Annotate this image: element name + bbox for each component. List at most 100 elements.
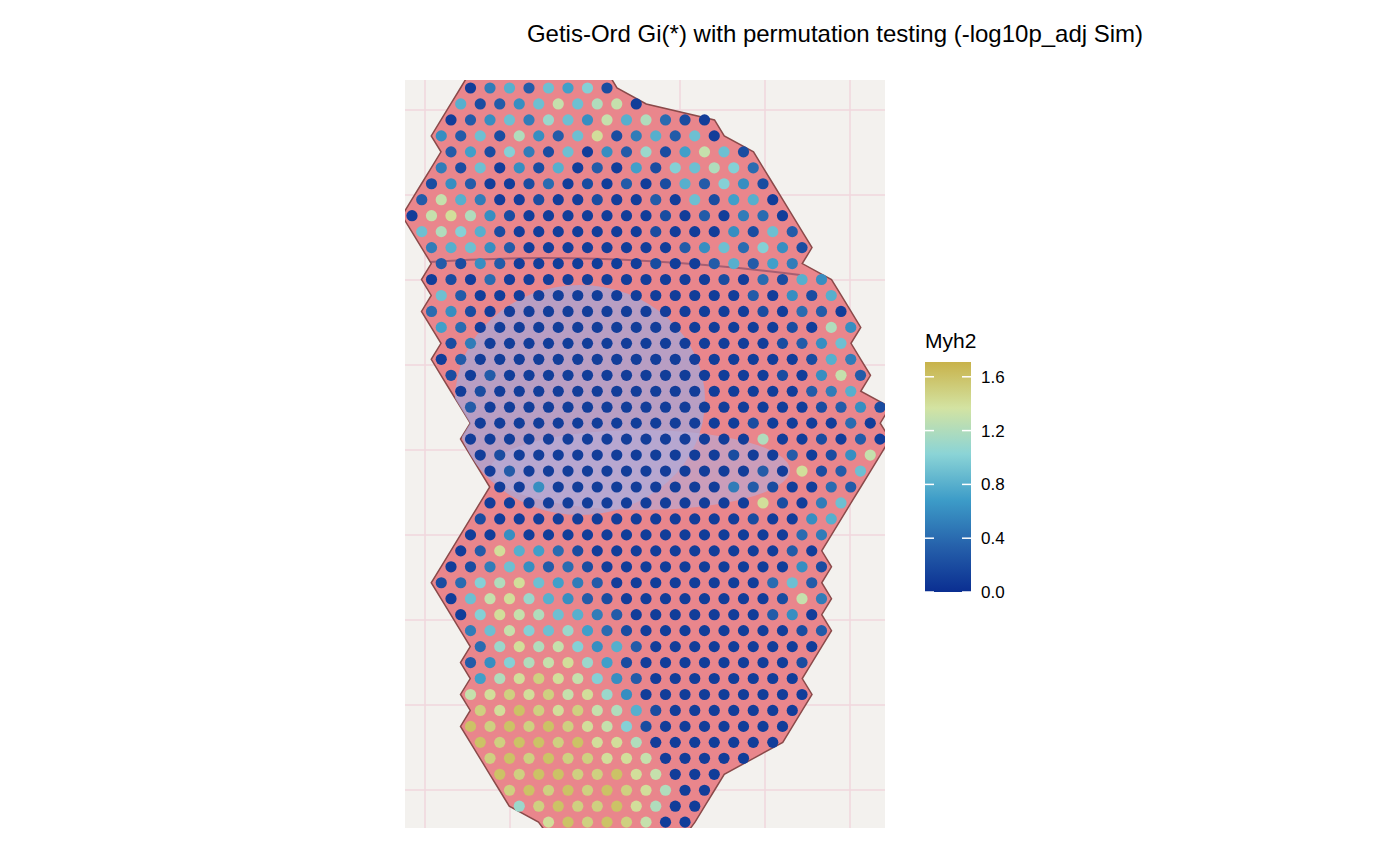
spot bbox=[475, 641, 486, 652]
spot bbox=[543, 657, 554, 668]
spot bbox=[553, 545, 564, 556]
spot bbox=[514, 801, 525, 812]
spot bbox=[543, 178, 554, 189]
spot bbox=[757, 402, 768, 413]
spot bbox=[689, 418, 700, 429]
spot bbox=[631, 226, 642, 237]
spot bbox=[718, 338, 729, 349]
spot bbox=[523, 114, 534, 125]
spot bbox=[767, 705, 778, 716]
spot bbox=[718, 561, 729, 572]
spot bbox=[572, 737, 583, 748]
spot bbox=[592, 801, 603, 812]
spot bbox=[709, 737, 720, 748]
spot bbox=[494, 769, 505, 780]
spot bbox=[562, 785, 573, 796]
spot bbox=[728, 194, 739, 205]
spot bbox=[709, 481, 720, 492]
spot bbox=[484, 593, 495, 604]
spot bbox=[592, 386, 603, 397]
spot bbox=[523, 306, 534, 317]
spot bbox=[523, 529, 534, 540]
spot bbox=[670, 290, 681, 301]
spot bbox=[484, 178, 495, 189]
spot bbox=[787, 258, 798, 269]
spot bbox=[679, 529, 690, 540]
spot bbox=[738, 593, 749, 604]
spot bbox=[806, 290, 817, 301]
spot bbox=[494, 577, 505, 588]
spot bbox=[562, 306, 573, 317]
spot bbox=[826, 290, 837, 301]
spot bbox=[650, 801, 661, 812]
spot bbox=[484, 465, 495, 476]
spot bbox=[689, 162, 700, 173]
spot bbox=[855, 402, 866, 413]
spot bbox=[640, 402, 651, 413]
spot bbox=[523, 625, 534, 636]
spot bbox=[816, 338, 827, 349]
spot bbox=[543, 561, 554, 572]
spot bbox=[757, 338, 768, 349]
spot bbox=[621, 434, 632, 445]
spot bbox=[523, 593, 534, 604]
spot bbox=[611, 418, 622, 429]
spot bbox=[699, 242, 710, 253]
spot bbox=[826, 513, 837, 524]
spot bbox=[484, 753, 495, 764]
spot bbox=[728, 449, 739, 460]
spot bbox=[601, 242, 612, 253]
spot bbox=[562, 146, 573, 157]
spot bbox=[709, 673, 720, 684]
spot bbox=[806, 641, 817, 652]
spot bbox=[592, 513, 603, 524]
spot bbox=[562, 274, 573, 285]
spot bbox=[660, 817, 671, 828]
spot bbox=[601, 785, 612, 796]
spot bbox=[475, 130, 486, 141]
spot bbox=[796, 593, 807, 604]
spot bbox=[611, 162, 622, 173]
tissue-region bbox=[490, 430, 790, 510]
spot bbox=[523, 82, 534, 93]
spot bbox=[601, 721, 612, 732]
spot bbox=[455, 354, 466, 365]
spot bbox=[621, 402, 632, 413]
spot bbox=[796, 465, 807, 476]
spot bbox=[514, 513, 525, 524]
spot bbox=[601, 274, 612, 285]
spot bbox=[592, 641, 603, 652]
spot bbox=[865, 418, 876, 429]
spot bbox=[787, 513, 798, 524]
spot bbox=[640, 625, 651, 636]
spot bbox=[465, 306, 476, 317]
spot bbox=[640, 689, 651, 700]
spot bbox=[582, 785, 593, 796]
spot bbox=[679, 338, 690, 349]
spot bbox=[660, 242, 671, 253]
spot bbox=[631, 418, 642, 429]
spot bbox=[553, 226, 564, 237]
spot bbox=[582, 114, 593, 125]
spot bbox=[660, 753, 671, 764]
spot bbox=[718, 306, 729, 317]
spot bbox=[465, 721, 476, 732]
spot bbox=[426, 210, 437, 221]
spot bbox=[582, 689, 593, 700]
spot bbox=[611, 386, 622, 397]
spot bbox=[670, 545, 681, 556]
spot bbox=[718, 529, 729, 540]
spot bbox=[582, 561, 593, 572]
spot bbox=[465, 370, 476, 381]
spot bbox=[562, 465, 573, 476]
spot bbox=[484, 242, 495, 253]
spot bbox=[621, 210, 632, 221]
spot bbox=[562, 338, 573, 349]
spot bbox=[475, 162, 486, 173]
spot bbox=[757, 434, 768, 445]
spot bbox=[767, 737, 778, 748]
spot bbox=[494, 322, 505, 333]
spot bbox=[543, 689, 554, 700]
spot bbox=[621, 178, 632, 189]
spot bbox=[640, 338, 651, 349]
